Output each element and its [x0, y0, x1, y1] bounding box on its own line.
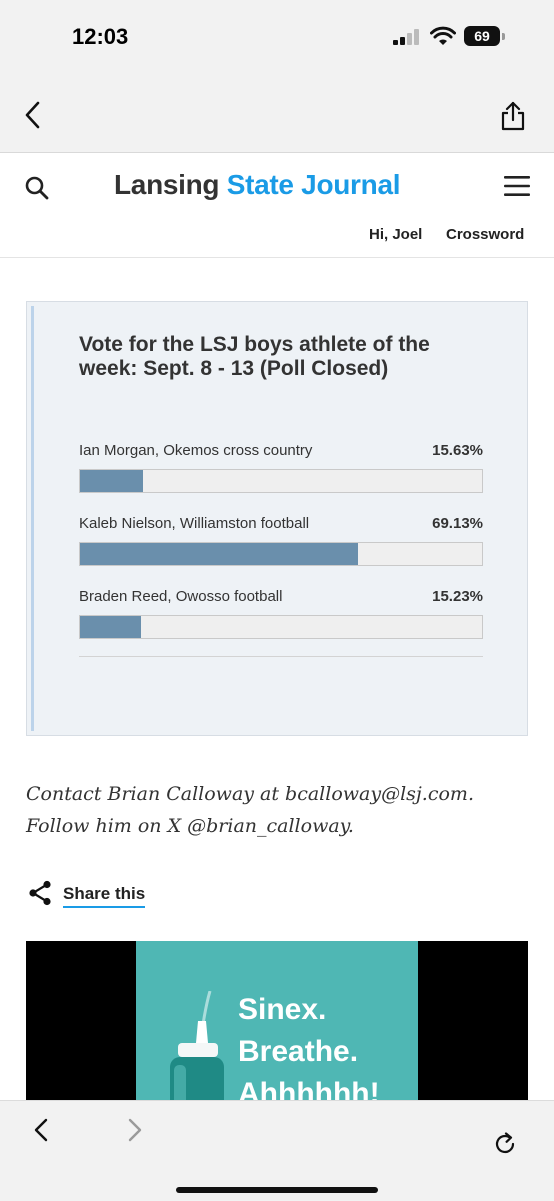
poll-title: Vote for the LSJ boys athlete of the wee… — [79, 333, 430, 380]
poll-option-percent: 15.63% — [432, 442, 483, 459]
share-nodes-icon — [29, 880, 51, 906]
forward-arrow-icon[interactable] — [126, 1117, 144, 1143]
poll-accent-border — [31, 306, 34, 731]
poll-widget: Vote for the LSJ boys athlete of the wee… — [26, 301, 528, 736]
poll-option-percent: 69.13% — [432, 515, 483, 532]
cellular-signal-icon — [393, 29, 419, 45]
browser-nav-bar — [0, 80, 554, 153]
poll-option-bar — [79, 542, 483, 566]
battery-level: 69 — [464, 26, 500, 46]
share-icon[interactable] — [500, 100, 526, 132]
logo-state-journal: State Journal — [226, 169, 401, 200]
contact-line-email: Contact Brian Calloway at bcalloway@lsj.… — [26, 783, 474, 805]
ad-line-2: Breathe. — [238, 1035, 359, 1068]
poll-option-percent: 15.23% — [432, 588, 483, 605]
ad-creative: Sinex. Breathe. Ahhhhhh! — [136, 941, 418, 1100]
poll-option-bar — [79, 469, 483, 493]
ad-line-3: Ahhhhhh! — [238, 1077, 380, 1100]
user-greeting-link[interactable]: Hi, Joel — [369, 226, 423, 243]
battery-tip — [502, 33, 505, 40]
poll-divider — [79, 656, 483, 657]
nasal-spray-bottle-icon — [170, 991, 224, 1100]
author-contact: Contact Brian Calloway at bcalloway@lsj.… — [26, 778, 526, 842]
wifi-icon — [430, 26, 456, 45]
site-header: Lansing State Journal Hi, Joel Crossword — [0, 153, 554, 258]
search-icon[interactable] — [24, 175, 50, 201]
poll-option-label: Ian Morgan, Okemos cross country — [79, 442, 313, 459]
hamburger-menu-icon[interactable] — [504, 175, 530, 197]
back-chevron-icon[interactable] — [20, 100, 46, 130]
poll-option-fill — [80, 616, 142, 638]
poll-option-fill — [80, 543, 358, 565]
ad-headline: Sinex. Breathe. Ahhhhhh! — [238, 989, 380, 1100]
advertisement[interactable]: Sinex. Breathe. Ahhhhhh! — [26, 941, 528, 1100]
poll-option-label: Kaleb Nielson, Williamston football — [79, 515, 310, 532]
site-logo[interactable]: Lansing State Journal — [114, 169, 401, 201]
logo-lansing: Lansing — [114, 169, 220, 200]
share-this-label: Share this — [63, 884, 146, 908]
ad-line-1: Sinex. — [238, 993, 327, 1026]
home-indicator — [176, 1187, 378, 1193]
back-arrow-icon[interactable] — [32, 1117, 50, 1143]
battery-icon: 69 — [464, 26, 508, 48]
status-bar: 12:03 69 — [0, 0, 554, 80]
crossword-link[interactable]: Crossword — [446, 226, 525, 243]
poll-option-label: Braden Reed, Owosso football — [79, 588, 283, 605]
browser-toolbar — [0, 1100, 554, 1201]
poll-option-bar — [79, 615, 483, 639]
contact-line-social: Follow him on X @brian_calloway. — [26, 815, 354, 837]
poll-option-fill — [80, 470, 143, 492]
reload-icon[interactable] — [492, 1131, 518, 1157]
status-time: 12:03 — [72, 24, 129, 49]
